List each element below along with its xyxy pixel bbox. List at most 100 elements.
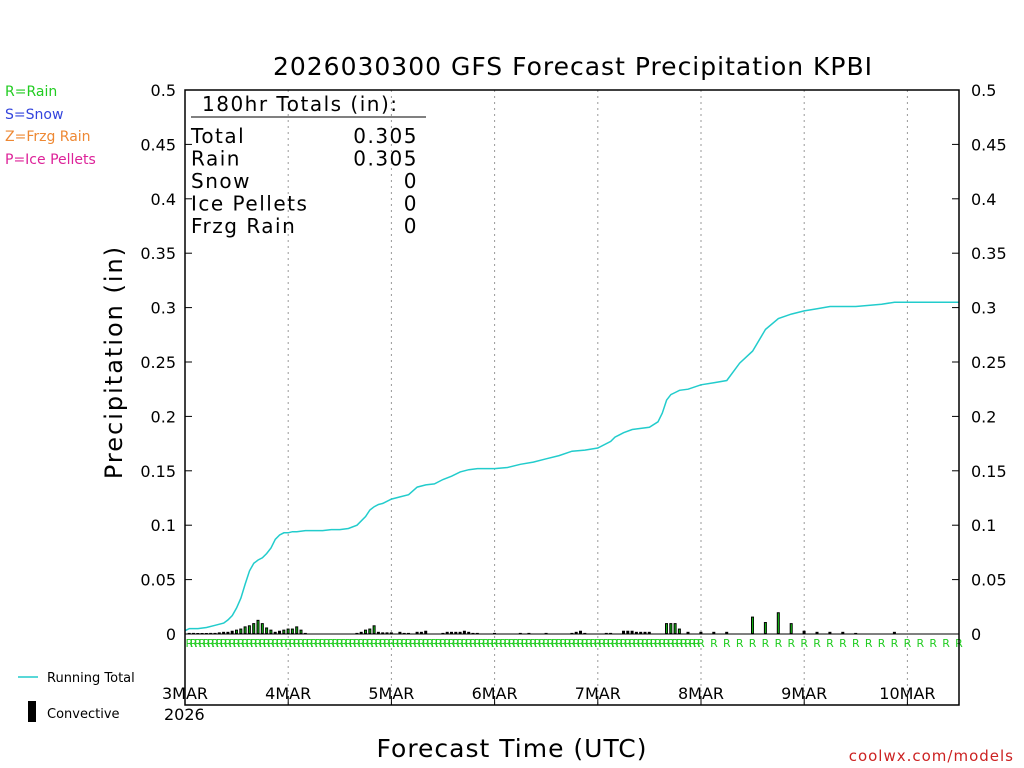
precip-type-marker: R — [723, 637, 731, 650]
convective-bar-fill — [266, 628, 268, 633]
y-tick-label-left: 0.45 — [140, 135, 176, 154]
precip-type-marker: R — [594, 637, 602, 650]
y-tick-label-right: 0.1 — [971, 516, 996, 535]
convective-bar — [222, 631, 226, 634]
convective-bar-fill — [248, 626, 251, 633]
convective-bar — [622, 630, 625, 634]
precip-type-marker: R — [697, 637, 705, 650]
convective-bar — [630, 630, 634, 634]
y-tick-label-left: 0.5 — [151, 81, 176, 100]
y-tick-label-right: 0.3 — [971, 299, 996, 318]
convective-bar-fill — [674, 624, 676, 633]
precip-type-marker: R — [388, 637, 396, 650]
precip-type-marker: R — [684, 637, 692, 650]
precip-type-marker: R — [194, 637, 202, 650]
y-tick-label-left: 0 — [166, 625, 176, 644]
convective-bar-fill — [270, 630, 272, 633]
credit-text: coolwx.com/models — [849, 747, 1014, 765]
convective-bar — [604, 632, 608, 634]
y-tick-label-right: 0.2 — [971, 407, 996, 426]
convective-bar — [815, 631, 819, 634]
convective-bar — [209, 632, 213, 634]
convective-bar — [424, 630, 428, 634]
convective-bar — [574, 631, 578, 634]
convective-bar — [355, 632, 359, 634]
precip-type-marker: R — [762, 637, 770, 650]
precip-type-marker: R — [525, 637, 533, 650]
precip-type-marker: R — [572, 637, 580, 650]
convective-bar — [415, 631, 419, 634]
convective-bar — [544, 632, 548, 634]
convective-bar — [475, 632, 479, 634]
convective-bar — [712, 631, 716, 634]
convective-bar — [458, 631, 462, 634]
convective-bar-fill — [373, 626, 375, 633]
convective-bar — [634, 631, 638, 634]
precip-type-marker: R — [813, 637, 821, 650]
precip-type-marker: R — [499, 637, 507, 650]
precip-type-marker: R — [852, 637, 860, 650]
precip-type-marker: R — [353, 637, 361, 650]
convective-bar-fill — [300, 630, 302, 633]
chart-title: 2026030300 GFS Forecast Precipitation KP… — [273, 52, 873, 81]
precip-type-marker: R — [250, 637, 258, 650]
precip-type-marker: R — [891, 637, 899, 650]
totals-row-label: Snow — [191, 169, 251, 193]
precip-type-marker: R — [362, 637, 370, 650]
precip-type-marker: R — [603, 637, 611, 650]
precip-type-marker: R — [504, 637, 512, 650]
convective-bar — [226, 631, 230, 634]
precip-type-marker: R — [568, 637, 576, 650]
precip-type-marker: R — [689, 637, 697, 650]
convective-bar-fill — [777, 613, 779, 633]
convective-bar-fill — [253, 624, 255, 633]
convective-bar — [518, 632, 522, 634]
y-tick-label-left: 0.35 — [140, 244, 176, 263]
plot-frame — [184, 89, 960, 706]
convective-bar — [407, 632, 410, 634]
precip-type-marker: R — [271, 637, 279, 650]
y-tick-label-right: 0 — [971, 625, 981, 644]
precip-type-marker: R — [929, 637, 937, 650]
precip-type-marker: R — [310, 637, 318, 650]
convective-bar — [359, 631, 363, 634]
precip-type-marker: R — [280, 637, 288, 650]
precip-type-marker: R — [443, 637, 451, 650]
precip-type-marker: R — [383, 637, 391, 650]
convective-bar — [385, 632, 389, 634]
convective-bar — [187, 632, 191, 634]
convective-bar — [639, 631, 643, 634]
precip-type-marker: R — [452, 637, 460, 650]
precip-type-marker: R — [461, 637, 469, 650]
precip-type-marker: R — [435, 637, 443, 650]
x-tick-label: 9MAR — [781, 684, 827, 703]
convective-bar-fill — [369, 629, 371, 633]
precip-type-marker: R — [749, 637, 757, 650]
precip-type-marker: R — [400, 637, 408, 650]
precip-type-marker: R — [228, 637, 236, 650]
precip-type-marker: R — [826, 637, 834, 650]
x-tick-label: 8MAR — [678, 684, 724, 703]
y-tick-label-left: 0.25 — [140, 353, 176, 372]
convective-bar — [643, 631, 647, 634]
precip-type-marker: R — [357, 637, 365, 650]
totals-row-label: Total — [190, 124, 245, 148]
precip-type-marker: R — [302, 637, 310, 650]
precip-type-marker: R — [336, 637, 344, 650]
precip-type-marker: R — [646, 637, 654, 650]
totals-row-value: 0 — [404, 169, 418, 193]
precip-type-marker: R — [534, 637, 542, 650]
precip-type-marker: R — [332, 637, 340, 650]
precip-type-marker: R — [233, 637, 241, 650]
precip-type-marker: R — [585, 637, 593, 650]
convective-bar — [828, 631, 832, 634]
convective-bar-fill — [752, 617, 754, 633]
x-tick-label: 3MAR — [162, 684, 208, 703]
convective-bar — [467, 631, 471, 634]
precip-type-marker: R — [263, 637, 271, 650]
precip-type-marker: R — [284, 637, 292, 650]
precip-type-marker: R — [314, 637, 322, 650]
convective-bar — [450, 631, 453, 634]
totals-box: 180hr Totals (in): Total 0.305 Rain 0.305 Sn… — [190, 92, 426, 238]
convective-bar — [626, 630, 630, 634]
